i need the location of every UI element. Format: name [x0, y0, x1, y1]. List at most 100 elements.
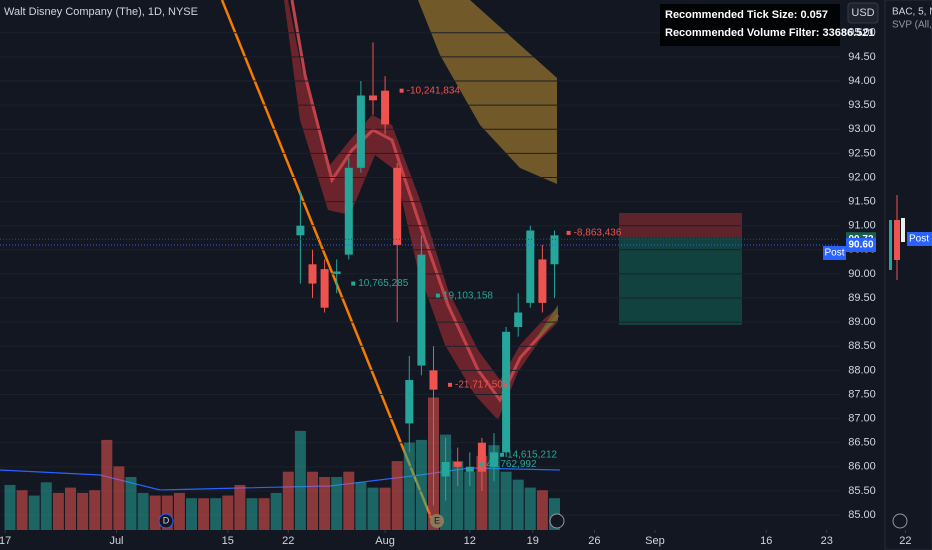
y-tick-label: 85.00: [848, 509, 876, 521]
volume-bar: [149, 495, 161, 530]
volume-bar: [246, 498, 258, 530]
volume-bar: [161, 495, 173, 530]
annotation: -8,863,436: [574, 228, 622, 239]
info-box: [660, 4, 840, 46]
x-tick-label: 17: [0, 535, 11, 547]
side-title: BAC, 5, NY: [892, 7, 932, 18]
y-tick-label: 86.00: [848, 461, 876, 473]
y-tick-label: 92.00: [848, 171, 876, 183]
volume-bar: [464, 471, 476, 530]
event-icon[interactable]: [158, 513, 174, 529]
volume-bar: [4, 484, 16, 530]
annotation-dot: [500, 452, 505, 457]
side-post-tag: [907, 232, 932, 246]
volume-bar: [355, 482, 367, 530]
volume-bar: [343, 471, 355, 530]
y-tick-label: 91.00: [848, 220, 876, 232]
price-axis: [840, 0, 885, 530]
side-post: Post: [909, 234, 929, 245]
volume-bar: [137, 492, 149, 530]
y-tick-label: 87.00: [848, 413, 876, 425]
event-letter[interactable]: E: [434, 515, 440, 525]
annotation: 19,103,158: [443, 290, 493, 301]
volume-bar: [52, 492, 64, 530]
x-tick-label: Sep: [645, 535, 665, 547]
candle-body: [526, 230, 535, 303]
volume-bar: [101, 439, 113, 530]
volume-bar: [270, 492, 282, 530]
y-tick-label: 94.50: [848, 51, 876, 63]
annotation-dot: [448, 382, 453, 387]
candle-body: [368, 95, 377, 101]
candle-body: [296, 225, 305, 236]
volume-bar: [64, 487, 76, 530]
volume-bar: [331, 477, 343, 530]
y-tick-label: 90.00: [848, 268, 876, 280]
volume-bar: [476, 455, 488, 530]
x-tick-label: 23: [821, 535, 833, 547]
volume-bar: [16, 490, 28, 530]
candle-body: [429, 370, 438, 390]
target-zone: [619, 237, 742, 325]
annotation: 14,615,212: [507, 449, 557, 460]
volume-bar: [113, 466, 125, 530]
candle-body: [502, 331, 511, 453]
volume-bar: [500, 471, 512, 530]
candle-body: [477, 442, 486, 472]
chart-title: Walt Disney Company (The), 1D, NYSE: [4, 6, 198, 18]
x-tick-label: 22: [899, 535, 911, 547]
volume-bar: [173, 492, 185, 530]
trend-line: [220, 0, 434, 521]
x-tick-label: 19: [527, 535, 539, 547]
stop-zone: [619, 213, 742, 237]
y-tick-label: 89.50: [848, 292, 876, 304]
side-indicator: SVP (All, Te: [892, 20, 932, 31]
volume-bar: [210, 498, 222, 530]
y-tick-label: 89.00: [848, 316, 876, 328]
y-tick-label: 88.50: [848, 340, 876, 352]
volume-bar: [524, 487, 536, 530]
volume-bar: [282, 471, 294, 530]
candle-body: [453, 462, 462, 467]
candle-body: [320, 269, 329, 308]
x-tick-label: 22: [282, 535, 294, 547]
volume-bar: [198, 498, 210, 530]
flash-icon[interactable]: [549, 513, 565, 529]
side-candles: [889, 195, 905, 280]
volume-bar: [512, 479, 524, 530]
x-tick-label: 26: [588, 535, 600, 547]
post-tag: [823, 245, 846, 260]
candle-body: [344, 167, 353, 255]
volume-bar: [319, 477, 331, 530]
annotation: 47,762,992: [486, 459, 536, 470]
volume-bar: [185, 498, 197, 530]
volume-bar: [258, 498, 270, 530]
annotation: -21,717,509: [455, 379, 509, 390]
volume-bar: [234, 484, 246, 530]
currency[interactable]: USD: [851, 7, 874, 19]
event-icon[interactable]: [430, 514, 444, 528]
volume-bar: [125, 477, 137, 530]
annotation: 10,765,285: [358, 278, 408, 289]
flash-icon[interactable]: [892, 513, 908, 529]
y-tick-label: 86.50: [848, 437, 876, 449]
volume-bar: [367, 487, 379, 530]
candle-body: [393, 167, 402, 245]
annotation-dot: [566, 230, 571, 235]
x-tick-label: Aug: [375, 535, 395, 547]
event-letter[interactable]: D: [163, 515, 170, 525]
volume-bar: [222, 495, 234, 530]
currency-button[interactable]: [847, 2, 879, 24]
y-tick-label: 88.00: [848, 364, 876, 376]
annotation: -10,241,834: [407, 85, 461, 96]
price-tag-label: 90.60: [848, 240, 873, 251]
annotation-dot: [399, 88, 404, 93]
volume-bar: [28, 495, 40, 530]
x-tick-label: Jul: [109, 535, 123, 547]
volume-bar: [452, 461, 464, 530]
info-line: Recommended Tick Size: 0.057: [665, 9, 828, 21]
volume-bar: [306, 471, 318, 530]
candle-body: [308, 264, 317, 284]
